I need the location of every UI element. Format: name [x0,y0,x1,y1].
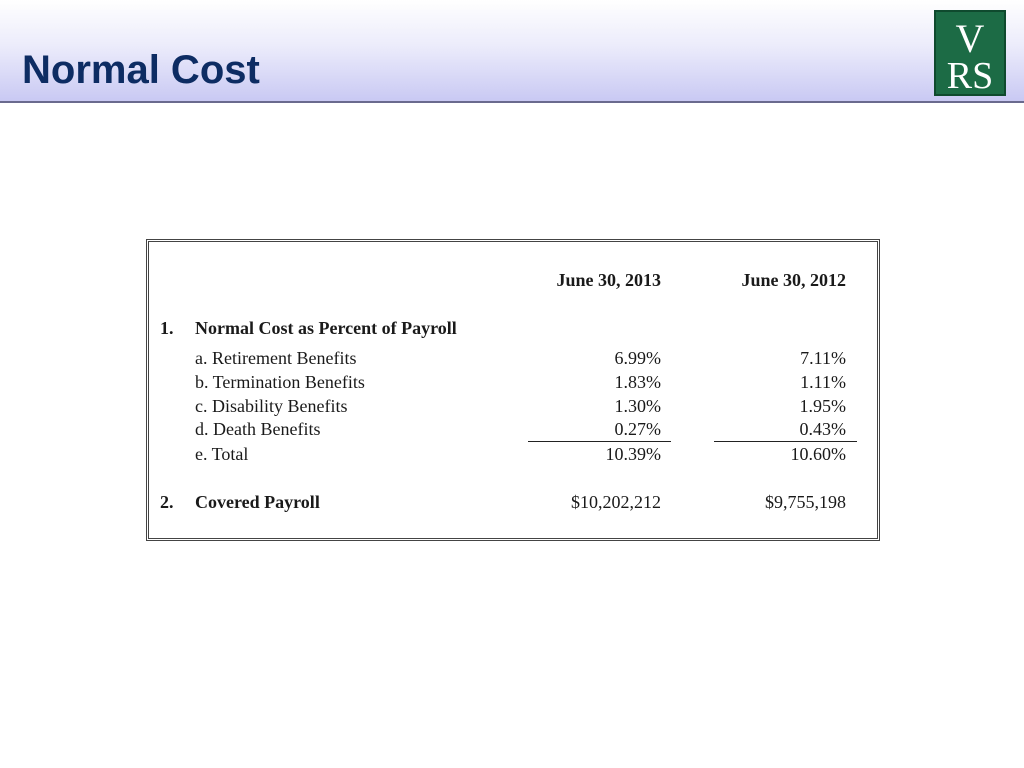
section-2-label: Covered Payroll [195,492,320,512]
total-rule-2013 [528,441,671,442]
value-death-2013: 0.27% [614,419,662,439]
value-covered-payroll-2013: $10,202,212 [571,492,661,512]
value-disability-2013: 1.30% [614,396,662,416]
logo-text-bottom: RS [947,55,993,94]
row-label-death: d. Death Benefits [195,419,321,439]
row-label-total: e. Total [195,444,249,464]
value-retirement-2012: 7.11% [800,348,846,368]
value-total-2012: 10.60% [790,444,847,464]
row-label-disability: c. Disability Benefits [195,396,348,416]
value-disability-2012: 1.95% [799,396,847,416]
value-death-2012: 0.43% [799,419,847,439]
section-1-number: 1. [160,318,174,338]
value-covered-payroll-2012: $9,755,198 [765,492,846,512]
total-rule-2012 [714,441,857,442]
section-2-number: 2. [160,492,174,512]
normal-cost-table: June 30, 2013 June 30, 2012 1. Normal Co… [146,239,880,541]
logo-text-top: V [956,16,985,61]
section-1-label: Normal Cost as Percent of Payroll [195,318,457,338]
header-divider [0,101,1024,103]
slide-header: Normal Cost V RS [0,0,1024,101]
column-header-2013: June 30, 2013 [556,270,661,290]
row-label-termination: b. Termination Benefits [195,372,365,392]
value-termination-2013: 1.83% [614,372,662,392]
row-label-retirement: a. Retirement Benefits [195,348,357,368]
value-termination-2012: 1.11% [800,372,846,392]
value-total-2013: 10.39% [605,444,662,464]
value-retirement-2013: 6.99% [614,348,662,368]
column-header-2012: June 30, 2012 [741,270,846,290]
vrs-logo: V RS [934,10,1006,96]
page-title: Normal Cost [22,48,260,92]
